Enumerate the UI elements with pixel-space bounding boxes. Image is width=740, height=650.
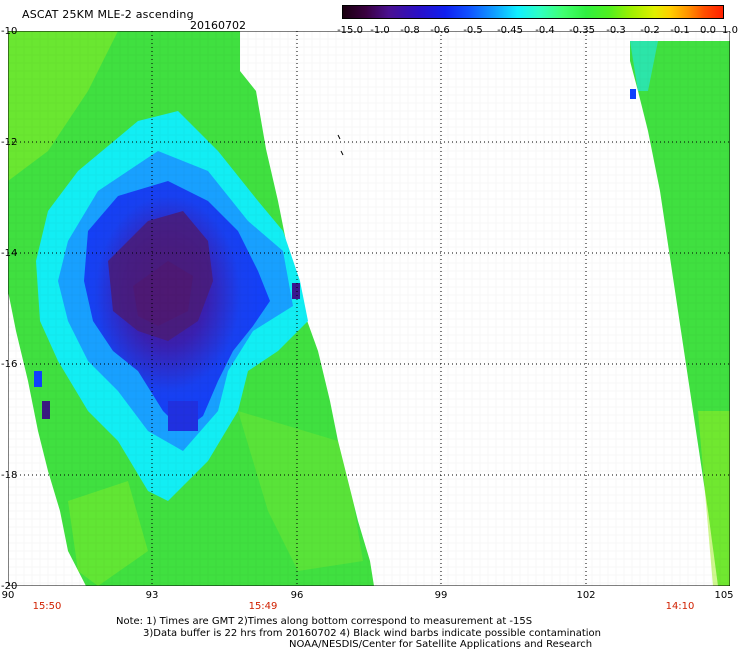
product-date: 20160702	[190, 19, 246, 32]
pass-time-label: 15:49	[248, 601, 278, 612]
footnote-line-2: 3)Data buffer is 22 hrs from 20160702 4)…	[143, 628, 601, 639]
lon-label: 93	[145, 590, 159, 601]
lon-label: 96	[290, 590, 304, 601]
lat-label: -16	[1, 359, 18, 370]
lon-label: 102	[576, 590, 596, 601]
lat-label: -20	[1, 581, 18, 592]
lon-label: 105	[714, 590, 734, 601]
footnote-line-1: Note: 1) Times are GMT 2)Times along bot…	[116, 616, 533, 627]
lat-label: -14	[1, 248, 18, 259]
lat-label: -18	[1, 470, 18, 481]
swath-map	[8, 31, 730, 586]
lat-label: -12	[1, 137, 18, 148]
pass-time-label: 15:50	[32, 601, 62, 612]
product-title: ASCAT 25KM MLE-2 ascending	[22, 8, 194, 21]
lon-label: 99	[434, 590, 448, 601]
pass-time-label: 14:10	[665, 601, 695, 612]
lat-label: -10	[1, 26, 18, 37]
lon-label: 90	[1, 590, 15, 601]
cb-label: 1.0	[722, 25, 738, 36]
color-scale-bar	[342, 5, 724, 19]
footnote-credit: NOAA/NESDIS/Center for Satellite Applica…	[289, 639, 593, 650]
lat-lon-grid	[8, 31, 730, 586]
contamination-barb-icon	[337, 134, 344, 156]
